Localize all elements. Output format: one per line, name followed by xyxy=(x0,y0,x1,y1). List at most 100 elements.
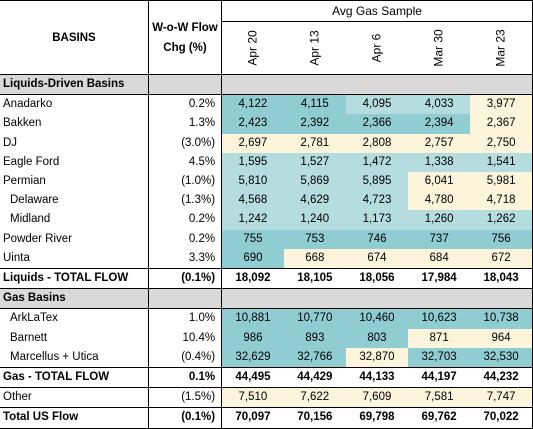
row-label: Midland xyxy=(0,210,149,230)
row-value: 17,984 xyxy=(408,268,471,290)
row-value: 5,869 xyxy=(283,172,346,192)
row-value: 2,750 xyxy=(470,133,533,153)
row-value: 6,041 xyxy=(408,172,471,192)
row-value: 1,527 xyxy=(283,152,346,173)
total-flow-row: Gas - TOTAL FLOW 0.1% 44,495 44,429 44,133 44… xyxy=(0,367,533,389)
row-value: 18,092 xyxy=(221,268,284,290)
row-value: 10,460 xyxy=(345,308,409,329)
row-value: 668 xyxy=(283,248,346,269)
basin-row: Marcellus + Utica (0.4%) 32,629 32,766 32,87… xyxy=(0,347,533,368)
row-value: 1,338 xyxy=(408,152,471,173)
row-value: 44,197 xyxy=(408,367,471,389)
section-header-row: Gas Basins xyxy=(0,288,533,310)
row-value: 4,718 xyxy=(470,191,533,211)
basin-row: ArkLaTex 1.0% 10,881 10,770 10,460 10,623 10,7… xyxy=(0,308,533,329)
row-value: 10,881 xyxy=(221,308,284,329)
total-flow-row: Liquids - TOTAL FLOW (0.1%) 18,092 18,105 18… xyxy=(0,268,533,290)
date-header-label: Mar 23 xyxy=(493,29,508,67)
row-wow-chg: (1.0%) xyxy=(148,172,223,192)
row-value: 2,366 xyxy=(345,114,409,134)
row-value: 2,808 xyxy=(345,133,409,153)
row-label: Eagle Ford xyxy=(0,152,149,173)
row-value: 7,747 xyxy=(470,387,533,409)
row-value: 4,723 xyxy=(345,191,409,211)
other-row: Other (1.5%) 7,510 7,622 7,609 7,581 7,747 xyxy=(0,387,533,409)
row-value: 7,609 xyxy=(345,387,409,409)
row-label: Marcellus + Utica xyxy=(0,347,149,368)
row-value: 32,530 xyxy=(470,347,533,368)
row-value: 4,033 xyxy=(408,94,471,115)
row-wow-chg: (1.5%) xyxy=(148,387,223,409)
row-value: 3,977 xyxy=(470,94,533,115)
row-value: 690 xyxy=(221,248,284,269)
row-value: 32,703 xyxy=(408,347,471,368)
date-header-cell: Mar 23 xyxy=(470,21,533,75)
wow-chg-header-line1: W-o-W Flow xyxy=(152,21,218,34)
row-label: Gas - TOTAL FLOW xyxy=(0,367,149,389)
basin-row: Delaware (1.3%) 4,568 4,629 4,723 4,780 4,718 xyxy=(0,191,533,211)
row-value: 69,762 xyxy=(408,407,471,429)
row-value: 4,095 xyxy=(345,94,409,115)
row-value: 5,895 xyxy=(345,172,409,192)
row-value: 18,105 xyxy=(283,268,346,290)
date-header-label: Mar 30 xyxy=(431,29,446,67)
row-label: Liquids - TOTAL FLOW xyxy=(0,268,149,290)
wow-chg-header: W-o-W Flow Chg (%) xyxy=(148,0,223,75)
row-value: 1,242 xyxy=(221,210,284,230)
row-value: 10,738 xyxy=(470,308,533,329)
row-label: Powder River xyxy=(0,229,149,249)
row-value: 10,770 xyxy=(283,308,346,329)
row-value: 70,022 xyxy=(470,407,533,429)
row-value: 7,622 xyxy=(283,387,346,409)
avg-gas-sample-header: Avg Gas Sample xyxy=(221,0,533,22)
row-wow-chg: (0.4%) xyxy=(148,347,223,368)
row-value: 755 xyxy=(221,229,284,249)
row-wow-chg: 0.2% xyxy=(148,229,223,249)
row-label: DJ xyxy=(0,133,149,153)
date-header-label: Apr 20 xyxy=(245,30,260,66)
row-value: 5,981 xyxy=(470,172,533,192)
section-title: Liquids-Driven Basins xyxy=(0,73,149,96)
row-value: 4,115 xyxy=(283,94,346,115)
row-value: 2,394 xyxy=(408,114,471,134)
section-chg-blank xyxy=(148,73,223,96)
row-label: Uinta xyxy=(0,248,149,269)
row-wow-chg: 0.1% xyxy=(148,367,223,389)
row-value: 893 xyxy=(283,328,346,348)
row-value: 4,780 xyxy=(408,191,471,211)
row-value: 10,623 xyxy=(408,308,471,329)
row-wow-chg: (0.1%) xyxy=(148,407,223,429)
date-header-cell: Mar 30 xyxy=(408,21,471,75)
basin-row: Permian (1.0%) 5,810 5,869 5,895 6,041 5,981 xyxy=(0,172,533,192)
row-value: 32,766 xyxy=(283,347,346,368)
row-value: 684 xyxy=(408,248,471,269)
row-value: 1,260 xyxy=(408,210,471,230)
section-title: Gas Basins xyxy=(0,288,149,310)
section-chg-blank xyxy=(148,288,223,310)
row-value: 7,581 xyxy=(408,387,471,409)
row-label: Anadarko xyxy=(0,94,149,115)
row-label: Other xyxy=(0,387,149,409)
row-label: Total US Flow xyxy=(0,407,149,429)
row-value: 1,262 xyxy=(470,210,533,230)
row-value: 2,781 xyxy=(283,133,346,153)
row-value: 964 xyxy=(470,328,533,348)
row-value: 674 xyxy=(345,248,409,269)
row-value: 672 xyxy=(470,248,533,269)
row-value: 7,510 xyxy=(221,387,284,409)
row-value: 69,798 xyxy=(345,407,409,429)
row-value: 1,595 xyxy=(221,152,284,173)
basins-header: BASINS xyxy=(0,0,149,75)
date-header-label: Apr 13 xyxy=(307,30,322,66)
row-value: 986 xyxy=(221,328,284,348)
row-value: 32,629 xyxy=(221,347,284,368)
row-value: 44,133 xyxy=(345,367,409,389)
row-value: 32,870 xyxy=(345,347,409,368)
row-value: 18,043 xyxy=(470,268,533,290)
row-value: 44,429 xyxy=(283,367,346,389)
row-wow-chg: (1.3%) xyxy=(148,191,223,211)
row-wow-chg: 10.4% xyxy=(148,328,223,348)
row-value: 1,472 xyxy=(345,152,409,173)
row-value: 871 xyxy=(408,328,471,348)
date-header-cell: Apr 6 xyxy=(345,21,409,75)
